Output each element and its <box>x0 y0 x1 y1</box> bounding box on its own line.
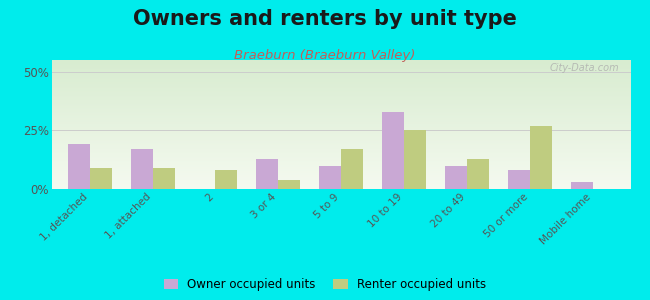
Text: City-Data.com: City-Data.com <box>549 63 619 73</box>
Bar <box>530 126 552 189</box>
Bar <box>90 168 112 189</box>
Bar <box>571 182 593 189</box>
Bar <box>382 112 404 189</box>
Legend: Owner occupied units, Renter occupied units: Owner occupied units, Renter occupied un… <box>164 278 486 291</box>
Text: Owners and renters by unit type: Owners and renters by unit type <box>133 9 517 29</box>
Text: Braeburn (Braeburn Valley): Braeburn (Braeburn Valley) <box>234 50 416 62</box>
Bar <box>445 166 467 189</box>
Bar <box>131 149 153 189</box>
Bar <box>319 166 341 189</box>
Bar <box>256 158 278 189</box>
Bar <box>278 180 300 189</box>
Bar <box>153 168 175 189</box>
Bar <box>341 149 363 189</box>
Bar <box>508 170 530 189</box>
Bar <box>467 158 489 189</box>
Bar <box>68 144 90 189</box>
Bar <box>404 130 426 189</box>
Bar <box>216 170 237 189</box>
